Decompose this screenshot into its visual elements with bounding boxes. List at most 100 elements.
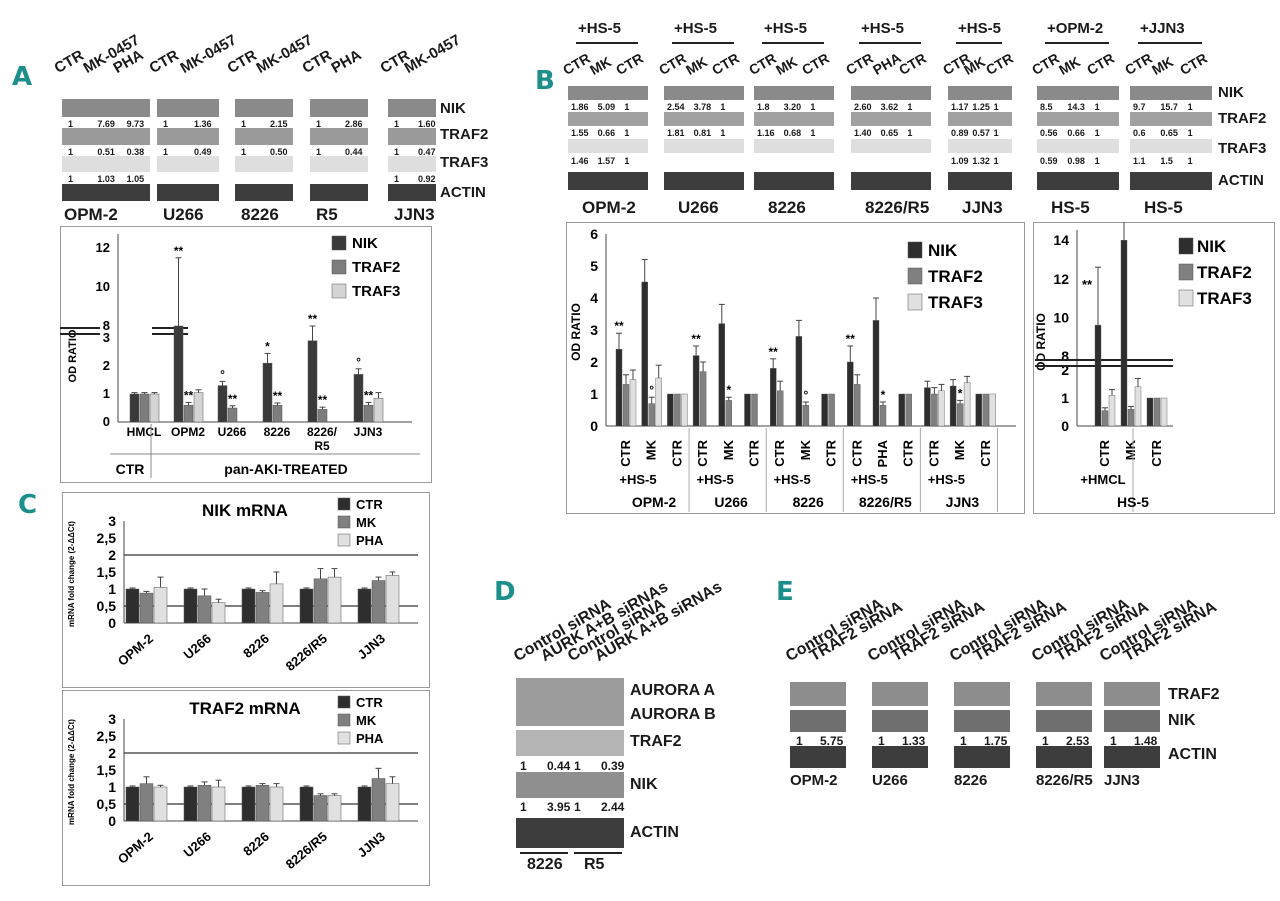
nik-value: 5.09 (597, 102, 616, 112)
bar-NIK (975, 393, 982, 427)
significance-mark: * (726, 383, 731, 397)
panel-c-chart1-frame (62, 492, 430, 688)
blot-actin (310, 184, 368, 201)
legend-label: PHA (356, 533, 384, 548)
treatment-label: +HMCL (1080, 472, 1125, 487)
bar-NIK (1120, 240, 1128, 427)
x-tick-label: JJN3 (354, 829, 387, 860)
treatment-bar (859, 42, 921, 44)
cell-line-label: JJN3 (962, 198, 1003, 217)
traf2-value: 0.39 (601, 759, 625, 773)
group-label: pan-AKI-TREATED (224, 461, 347, 477)
blot-aurora (516, 678, 624, 726)
nik-value: 1.75 (984, 734, 1008, 748)
treatment-bar (672, 42, 734, 44)
significance-mark: ** (614, 319, 624, 333)
blot-traf2 (1130, 112, 1212, 126)
bar-TRAF3 (1160, 397, 1168, 427)
bar-MK (313, 578, 328, 624)
blot-actin (516, 818, 624, 848)
nik-value: 1 (878, 734, 885, 748)
bar-CTR (125, 786, 140, 822)
x-tick-label: OPM-2 (115, 631, 156, 669)
blot-traf2 (790, 682, 846, 706)
blot-nik (872, 710, 928, 732)
bar-NIK (667, 393, 674, 427)
legend-swatch (907, 267, 923, 285)
blot-actin (1037, 172, 1119, 190)
lane-label: MK-0457 (401, 31, 464, 77)
treatment-bar (762, 42, 824, 44)
panel-c-chart2-frame (62, 690, 430, 886)
row-label: NIK (1168, 712, 1196, 729)
blot-traf2 (310, 128, 368, 145)
traf3-value: 1 (68, 174, 74, 184)
cell-line-label: R5 (584, 856, 605, 873)
nik-value: 1 (68, 119, 74, 129)
bar-NIK (949, 385, 957, 427)
nik-value: 5.75 (820, 734, 844, 748)
group-label: HS-5 (1117, 494, 1149, 510)
blot-traf2 (157, 128, 219, 145)
x-tick-label: CTR (1097, 439, 1112, 466)
blot-traf2 (516, 730, 624, 756)
traf3-value: 1 (993, 156, 999, 166)
blot-actin (157, 184, 219, 201)
nik-value: 1.8 (757, 102, 770, 112)
y-tick-label: 1 (1061, 390, 1069, 406)
blot-nik (948, 86, 1012, 100)
traf2-value: 0.66 (1067, 128, 1085, 138)
blot-nik (568, 86, 648, 100)
traf2-value: 0.47 (418, 147, 436, 157)
traf2-value: 1 (720, 128, 726, 138)
traf2-value: 1 (241, 147, 247, 157)
traf2-value: 0.81 (693, 128, 712, 138)
significance-mark: * (958, 386, 963, 400)
significance-mark: * (881, 388, 886, 402)
bar-NIK (173, 325, 184, 423)
blot-traf3 (62, 156, 150, 172)
blot-actin (872, 746, 928, 768)
panel-label-d: D (494, 577, 516, 607)
legend-swatch (907, 293, 923, 311)
panel-label-e: E (776, 577, 794, 607)
traf2-value: 1.55 (571, 128, 589, 138)
blot-actin (568, 172, 648, 190)
legend-label: TRAF2 (928, 267, 983, 286)
bar-TRAF3 (1108, 394, 1116, 427)
treatment-bar (1138, 42, 1202, 44)
blot-traf3 (235, 156, 293, 172)
y-tick-label: 1,5 (97, 762, 117, 778)
nik-value: 1.33 (902, 734, 926, 748)
bar-CTR (241, 588, 256, 624)
bar-TRAF2 (648, 403, 655, 427)
bar-PHA (153, 587, 168, 624)
bar-NIK (262, 362, 273, 423)
x-tick-label: CTR (824, 439, 839, 466)
nik-value: 1 (810, 102, 816, 112)
bar-PHA (153, 786, 168, 822)
blot-traf2 (235, 128, 293, 145)
x-tick-label: OPM-2 (115, 829, 156, 867)
traf3-value: 1.05 (126, 174, 145, 184)
bar-PHA (269, 786, 284, 822)
x-tick-label: 8226 (264, 425, 291, 439)
legend-swatch (331, 259, 347, 275)
legend-swatch (1178, 289, 1194, 307)
bar-CTR (183, 786, 198, 822)
bar-NIK (718, 323, 726, 427)
significance-mark: ** (273, 389, 283, 403)
legend-swatch (337, 533, 351, 547)
nik-value: 1 (394, 119, 400, 129)
cell-line-label: JJN3 (1104, 772, 1140, 789)
nik-value: 1 (520, 800, 527, 814)
blot-nik (157, 99, 219, 117)
cell-line-label: JJN3 (394, 205, 435, 224)
x-tick-label: 8226/R5 (283, 631, 330, 674)
traf2-value: 0.57 (972, 128, 990, 138)
nik-value: 7.69 (97, 119, 115, 129)
blot-traf3 (310, 156, 368, 172)
x-tick-label: OPM2 (171, 425, 205, 439)
blot-actin (954, 746, 1010, 768)
row-label: TRAF2 (630, 733, 682, 750)
